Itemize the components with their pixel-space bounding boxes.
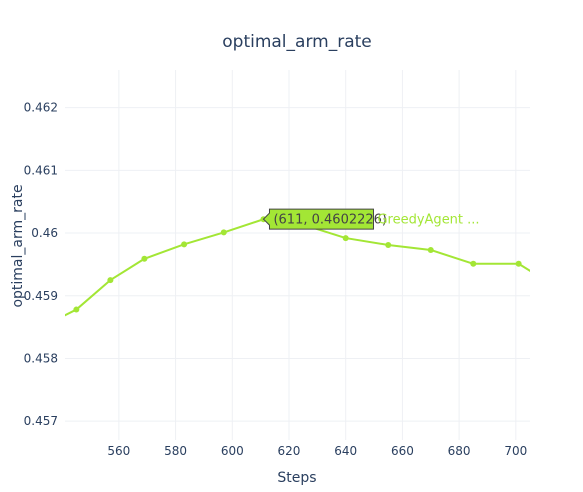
x-tick-label: 700	[504, 444, 527, 458]
data-point[interactable]	[107, 277, 114, 284]
data-point[interactable]	[515, 260, 522, 267]
x-tick-labels: 560 580 600 620 640 660 680 700	[107, 444, 527, 458]
y-tick-label: 0.459	[24, 289, 58, 303]
y-tick-label: 0.461	[24, 163, 58, 177]
data-point[interactable]	[427, 246, 434, 253]
y-tick-labels: 0.457 0.458 0.459 0.46 0.461 0.462	[24, 101, 58, 429]
y-tick-label: 0.457	[24, 414, 58, 428]
hover-label: (611, 0.4602226)	[273, 213, 387, 228]
hover-tooltip: (611, 0.4602226)GreedyAgent ...	[262, 208, 480, 230]
x-gridlines	[118, 70, 517, 440]
y-tick-label: 0.458	[24, 351, 58, 365]
data-point[interactable]	[220, 229, 227, 236]
y-tick-label: 0.46	[31, 226, 58, 240]
data-point[interactable]	[73, 306, 80, 313]
x-tick-label: 660	[391, 444, 414, 458]
y-tick-label: 0.462	[24, 101, 58, 115]
x-axis-title: Steps	[277, 470, 316, 486]
data-point[interactable]	[385, 241, 392, 248]
x-tick-label: 600	[221, 444, 244, 458]
y-axis-title: optimal_arm_rate	[10, 184, 26, 307]
data-point[interactable]	[181, 241, 188, 248]
data-point[interactable]	[470, 260, 477, 267]
x-tick-label: 640	[334, 444, 357, 458]
series-layer	[53, 216, 553, 323]
hover-series-name: GreedyAgent ...	[377, 213, 479, 228]
x-tick-label: 580	[164, 444, 187, 458]
x-tick-label: 560	[107, 444, 130, 458]
data-point[interactable]	[141, 255, 148, 262]
x-tick-label: 620	[278, 444, 301, 458]
chart-title: optimal_arm_rate	[222, 32, 371, 52]
series-line	[65, 218, 530, 317]
y-gridlines	[65, 107, 530, 422]
data-point[interactable]	[547, 280, 553, 286]
data-point[interactable]	[342, 235, 349, 242]
data-point[interactable]	[53, 317, 59, 323]
hover-box	[262, 208, 374, 230]
x-tick-label: 680	[448, 444, 471, 458]
